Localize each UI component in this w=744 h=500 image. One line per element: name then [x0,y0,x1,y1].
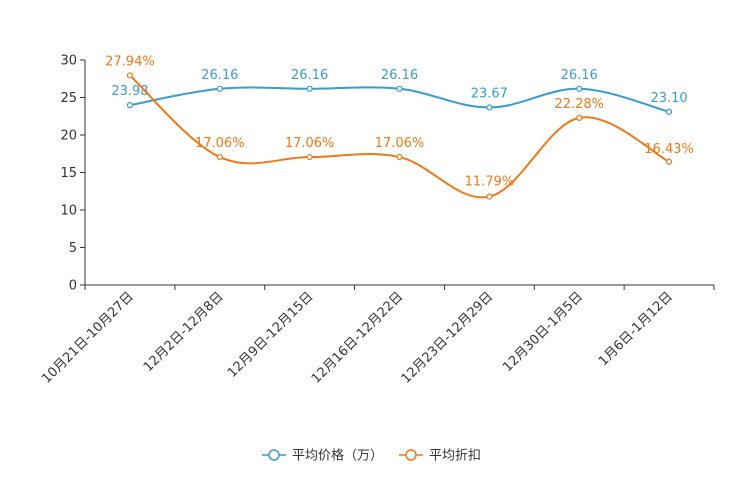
y-tick-label: 30 [60,54,77,69]
y-tick-label: 20 [60,129,77,144]
data-point [396,153,403,161]
legend-label[interactable]: 平均价格（万） [292,448,383,464]
x-tick-label: 12月2日-12月8日 [141,289,227,375]
x-tick-label: 12月23日-12月29日 [399,289,496,386]
data-point [486,193,493,200]
data-point [576,85,583,92]
data-label: 26.16 [381,68,418,83]
data-label: 26.16 [561,68,598,83]
data-point [396,85,403,92]
data-label: 27.94% [105,54,155,69]
data-label: 23.10 [650,91,687,106]
data-label: 23.98 [111,84,148,99]
legend-marker-circle[interactable] [405,449,417,461]
data-label: 17.06% [195,136,245,151]
x-tick-label: 1月6日-1月12日 [596,289,676,369]
x-tick-label: 12月30日-1月5日 [500,289,586,375]
data-point [665,158,673,165]
data-point [306,85,313,92]
legend-marker-circle[interactable] [268,449,280,461]
data-label: 17.06% [375,136,425,151]
data-label: 22.28% [554,97,604,112]
y-tick-label: 0 [69,279,77,294]
data-point [126,102,134,109]
data-point [486,104,493,111]
data-label: 11.79% [465,175,515,190]
data-label: 17.06% [285,136,335,151]
y-tick-label: 10 [60,204,77,219]
data-point [306,153,313,161]
data-label: 16.43% [644,142,694,157]
data-point [665,108,673,115]
data-point [216,153,223,161]
data-label: 26.16 [201,68,238,83]
data-label: 23.67 [471,86,508,101]
y-tick-label: 15 [60,166,77,181]
y-tick-label: 5 [69,241,77,256]
data-point [126,72,134,79]
x-tick-label: 10月21日-10月27日 [39,289,136,386]
x-tick-label: 12月9日-12月15日 [225,289,317,381]
data-label: 26.16 [291,68,328,83]
data-point [216,85,223,92]
data-point [576,114,583,122]
legend-label[interactable]: 平均折扣 [429,449,481,464]
y-tick-label: 25 [60,91,77,106]
x-tick-label: 12月16日-12月22日 [309,289,406,386]
